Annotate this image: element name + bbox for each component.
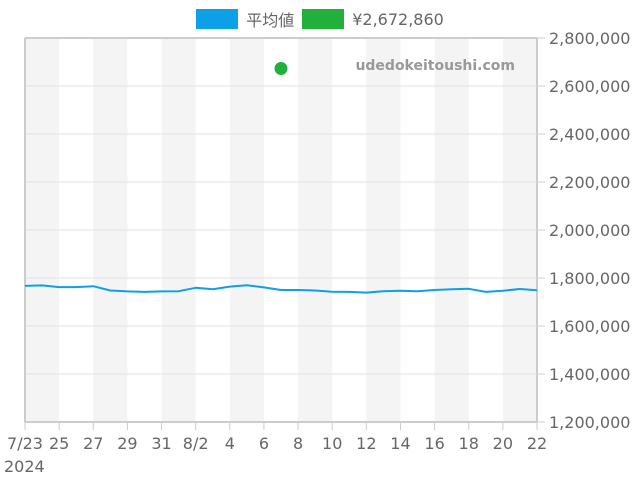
y-tick-label: 2,200,000 [549, 173, 630, 192]
legend-item-average[interactable]: 平均値 [196, 7, 294, 31]
x-tick-label: 6 [259, 434, 269, 453]
y-tick-label: 1,600,000 [549, 317, 630, 336]
y-tick-label: 2,800,000 [549, 29, 630, 48]
average-price-line [24, 284, 538, 294]
x-tick-label: 20 [493, 434, 513, 453]
watermark: udedokeitoushi.com [355, 58, 515, 74]
legend-label-average: 平均値 [246, 11, 295, 30]
x-tick-label: 14 [390, 434, 410, 453]
x-tick-label: 25 [49, 434, 69, 453]
chart-legend: 平均値 ¥2,672,860 [0, 7, 640, 31]
y-tick-label: 1,200,000 [549, 413, 630, 432]
x-tick-label: 18 [459, 434, 479, 453]
legend-swatch-average [196, 9, 239, 29]
legend-label-current-price: ¥2,672,860 [352, 9, 444, 29]
x-tick-label: 4 [225, 434, 235, 453]
x-tick-label: 29 [117, 434, 137, 453]
y-axis-labels: 1,200,000 1,400,000 1,600,000 1,800,000 2,00… [537, 29, 630, 432]
x-tick-label: 8/2 [183, 434, 209, 453]
y-tick-label: 1,800,000 [549, 269, 630, 288]
series-layer [24, 62, 538, 294]
current-price-point[interactable] [274, 62, 288, 76]
y-tick-label: 1,400,000 [549, 365, 630, 384]
y-tick-label: 2,000,000 [549, 221, 630, 240]
x-tick-label: 22 [527, 434, 547, 453]
legend-item-current-price[interactable]: ¥2,672,860 [302, 9, 444, 29]
x-tick-label: 27 [83, 434, 103, 453]
x-tick-label: 8 [293, 434, 303, 453]
x-tick-label: 7/23 [7, 434, 43, 453]
y-tick-label: 2,600,000 [549, 77, 630, 96]
legend-swatch-current-price [302, 9, 345, 29]
x-axis-labels: 7/23 25 27 29 31 8/2 4 6 8 10 12 14 16 18 20 22 2024 [4, 422, 547, 476]
x-tick-label: 16 [424, 434, 444, 453]
y-tick-label: 2,400,000 [549, 125, 630, 144]
x-tick-label: 10 [322, 434, 342, 453]
x-tick-label: 12 [356, 434, 376, 453]
x-year-label: 2024 [4, 457, 45, 476]
x-tick-label: 31 [151, 434, 171, 453]
